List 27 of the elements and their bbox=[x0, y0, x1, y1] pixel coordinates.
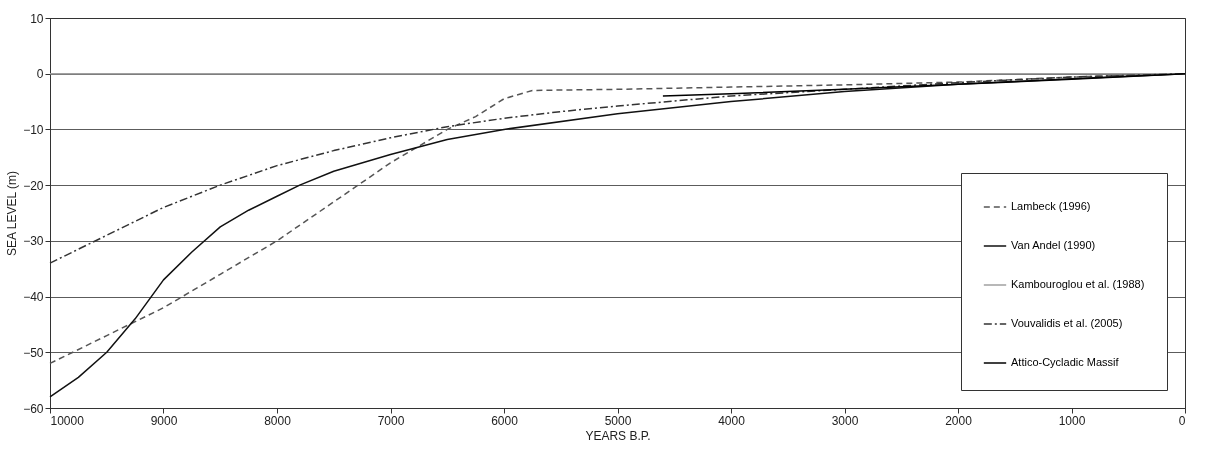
x-tick-label: 2000 bbox=[945, 413, 973, 428]
y-tick-label: 0 bbox=[36, 67, 44, 82]
legend-label: Lambeck (1996) bbox=[1011, 200, 1091, 212]
y-axis-title: SEA LEVEL (m) bbox=[5, 171, 20, 256]
y-tick-label: −30 bbox=[23, 234, 44, 249]
x-tick-label: 5000 bbox=[604, 413, 632, 428]
legend-label: Kambouroglou et al. (1988) bbox=[1011, 278, 1145, 290]
y-tick-label: −50 bbox=[23, 345, 44, 360]
x-tick-label: 6000 bbox=[491, 413, 519, 428]
legend-label: Van Andel (1990) bbox=[1011, 239, 1096, 251]
y-tick-label: −40 bbox=[23, 290, 44, 305]
x-tick-label: 4000 bbox=[718, 413, 746, 428]
y-tick-label: −10 bbox=[23, 122, 44, 137]
x-tick-label: 3000 bbox=[831, 413, 859, 428]
y-tick-label: 10 bbox=[30, 11, 44, 26]
y-tick-label: −20 bbox=[23, 178, 44, 193]
x-tick-label: 0 bbox=[1178, 413, 1186, 428]
y-tick-label: −60 bbox=[23, 401, 44, 416]
legend-label: Attico-Cycladic Massif bbox=[1011, 356, 1120, 368]
x-axis-title: YEARS B.P. bbox=[585, 428, 651, 443]
x-tick-label: 1000 bbox=[1058, 413, 1086, 428]
line-series bbox=[662, 72, 1186, 97]
x-tick-label: 7000 bbox=[377, 413, 405, 428]
x-tick-label: 10000 bbox=[50, 413, 85, 428]
x-tick-label: 8000 bbox=[264, 413, 292, 428]
legend-label: Vouvalidis et al. (2005) bbox=[1011, 317, 1123, 329]
x-tick-label: 9000 bbox=[150, 413, 178, 428]
